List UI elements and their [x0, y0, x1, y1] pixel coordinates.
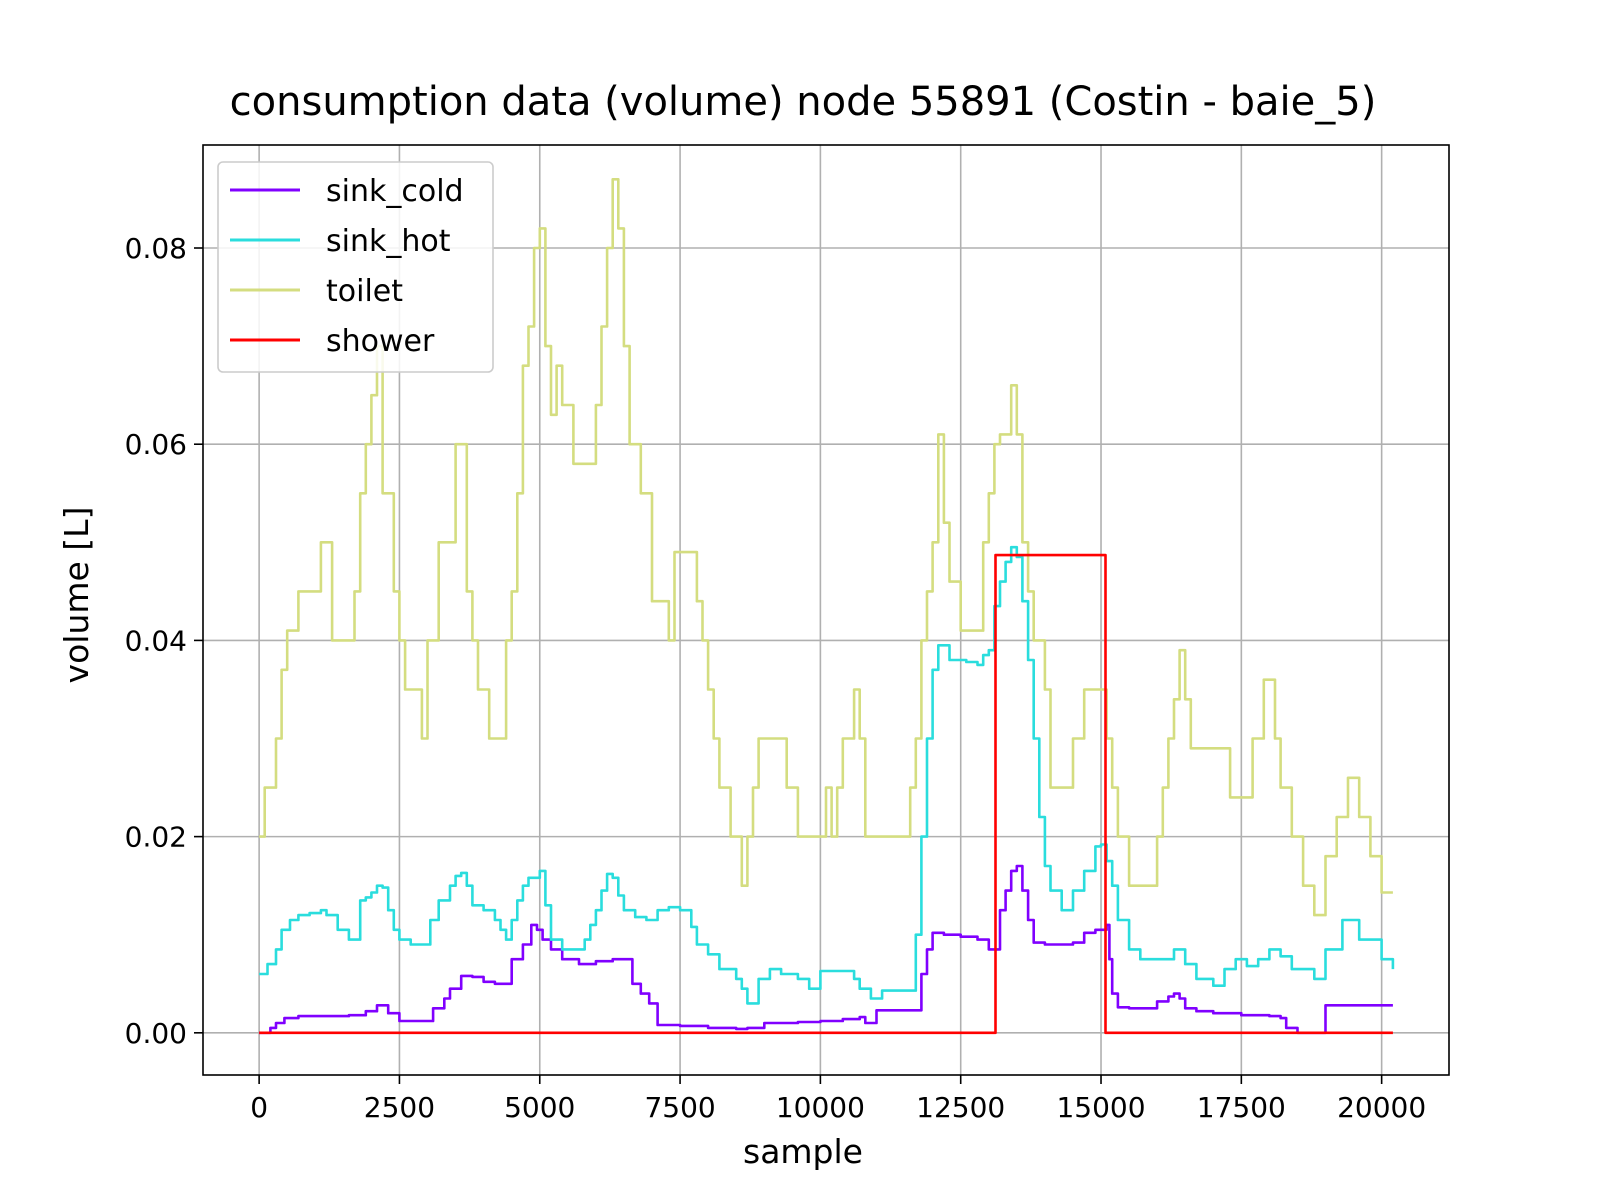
legend-label-sink-hot: sink_hot: [326, 224, 451, 259]
x-tick-label: 15000: [1056, 1091, 1145, 1124]
axis-ticks: 0 2500 5000 7500 10000 12500 15000 17500 20000 0.…: [125, 232, 1427, 1124]
x-tick-label: 2500: [364, 1091, 435, 1124]
y-tick-label: 0.02: [125, 821, 187, 854]
y-tick-label: 0.00: [125, 1017, 187, 1050]
plot-area: [259, 178, 1395, 1035]
x-axis-label: sample: [743, 1132, 863, 1171]
legend-label-toilet: toilet: [326, 274, 403, 309]
x-tick-label: 20000: [1337, 1091, 1426, 1124]
legend-label-shower: shower: [326, 324, 435, 359]
x-tick-label: 10000: [776, 1091, 865, 1124]
series-line-shower: [259, 553, 1393, 1035]
x-tick-label: 5000: [504, 1091, 575, 1124]
x-tick-label: 7500: [644, 1091, 715, 1124]
series-line-sink-hot: [259, 545, 1395, 1005]
x-tick-label: 17500: [1197, 1091, 1286, 1124]
series-line-toilet: [259, 178, 1393, 917]
legend-label-sink-cold: sink_cold: [326, 174, 464, 209]
chart-title: consumption data (volume) node 55891 (Co…: [230, 79, 1377, 125]
axes-frame: [202, 144, 1450, 1076]
legend-box: [217, 161, 494, 373]
y-tick-label: 0.04: [125, 624, 187, 657]
x-tick-label: 12500: [916, 1091, 1005, 1124]
y-axis-label: volume [L]: [57, 507, 96, 684]
series-line-sink-cold: [259, 864, 1393, 1035]
y-tick-label: 0.08: [125, 232, 187, 265]
x-tick-label: 0: [250, 1091, 268, 1124]
y-tick-label: 0.06: [125, 428, 187, 461]
